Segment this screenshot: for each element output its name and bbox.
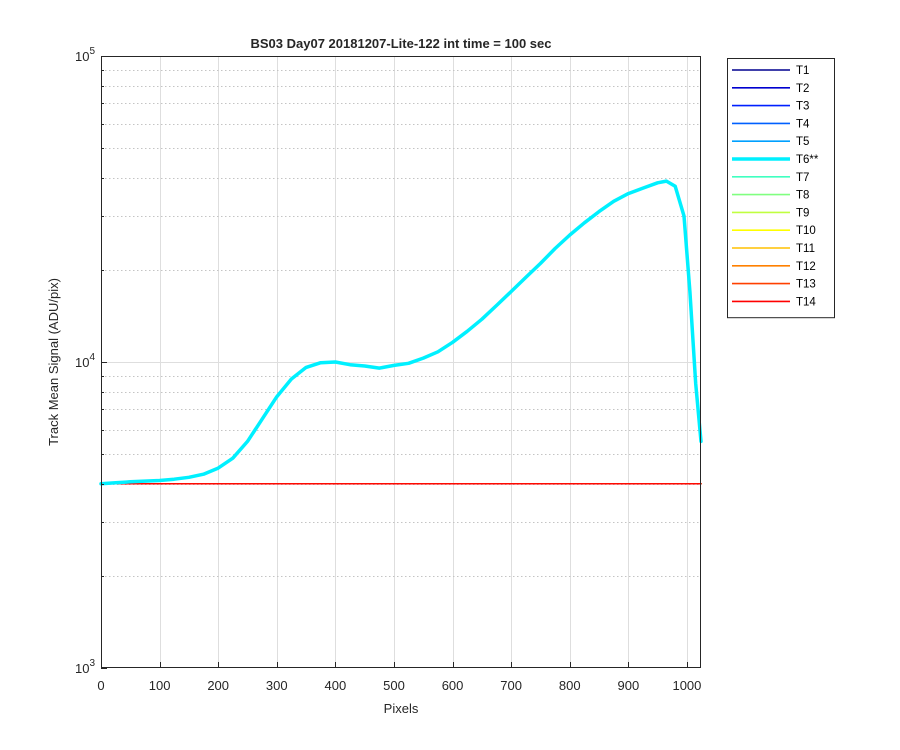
legend-label-t12: T12 [796,261,816,273]
x-tick-label: 800 [559,678,581,693]
legend-label-t1: T1 [796,65,809,77]
ticks: 0 100 200 300 400 500 600 700 800 900 100010310410… [75,46,701,693]
legend-label-t6: T6** [796,154,819,166]
y-tick-exponent: 5 [89,46,95,57]
x-tick-label: 0 [97,678,104,693]
series-line-t6 [99,179,703,486]
legend-label-t4: T4 [796,118,810,130]
x-tick-label: 600 [442,678,464,693]
x-tick-label: 500 [383,678,405,693]
x-tick-label: 200 [207,678,229,693]
legend-box [727,58,835,319]
legend-label-t8: T8 [796,190,809,202]
legend-label-t13: T13 [796,279,816,291]
y-tick-label: 104 [75,352,95,370]
legend-label-t11: T11 [796,243,815,255]
y-tick-base: 10 [75,355,89,370]
x-axis-label: Pixels [384,701,419,716]
legend: T1 T2 T3 T4 T5 T6** T7 T8 T9 T10 T11 T12 T13 T14 [727,58,835,319]
chart-title: BS03 Day07 20181207-Lite-122 int time = … [251,36,552,51]
y-tick-label: 105 [75,46,95,64]
y-tick-label: 103 [75,658,95,676]
x-tick-label: 400 [325,678,347,693]
legend-label-t10: T10 [796,225,816,237]
legend-label-t3: T3 [796,101,809,113]
legend-label-t14: T14 [796,296,816,308]
y-tick-base: 10 [75,49,89,64]
y-tick-exponent: 3 [89,658,95,669]
legend-label-t9: T9 [796,207,809,219]
x-tick-label: 100 [149,678,171,693]
y-tick-exponent: 4 [89,352,95,363]
grid [101,56,701,668]
legend-label-t7: T7 [796,172,809,184]
x-tick-label: 1000 [672,678,701,693]
legend-label-t2: T2 [796,83,809,95]
x-tick-label: 900 [617,678,639,693]
y-tick-base: 10 [75,661,89,676]
legend-label-t5: T5 [796,136,809,148]
x-tick-label: 700 [500,678,522,693]
y-axis-label: Track Mean Signal (ADU/pix) [46,278,61,446]
series-layer [99,179,703,486]
x-tick-label: 300 [266,678,288,693]
